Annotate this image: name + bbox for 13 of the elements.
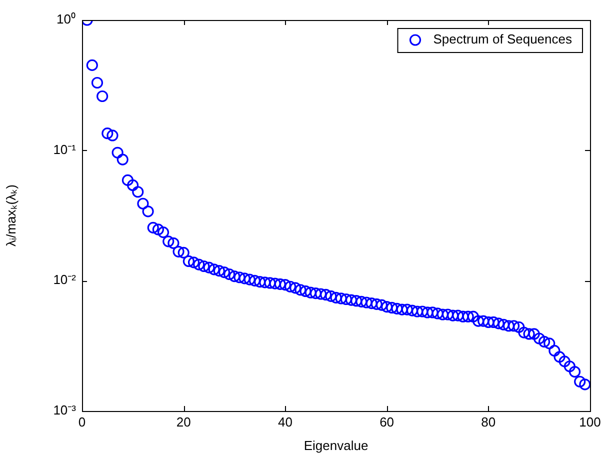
y-tick-label: 10⁻³ [53, 402, 77, 418]
y-axis-title: λᵢ/maxₖ(λₖ) [3, 184, 18, 246]
x-tick-label: 0 [78, 414, 86, 430]
legend-label: Spectrum of Sequences [433, 32, 572, 47]
x-tick-label: 40 [278, 414, 292, 430]
x-tick-label: 100 [579, 414, 601, 430]
y-tick-label: 10⁻² [53, 272, 77, 288]
x-tick-label: 60 [380, 414, 394, 430]
x-tick-label: 80 [481, 414, 496, 430]
x-tick-label: 20 [176, 414, 191, 430]
y-tick-label: 10⁻¹ [53, 142, 77, 157]
y-tick-label: 10⁰ [56, 12, 76, 27]
x-axis-title: Eigenvalue [304, 438, 368, 453]
